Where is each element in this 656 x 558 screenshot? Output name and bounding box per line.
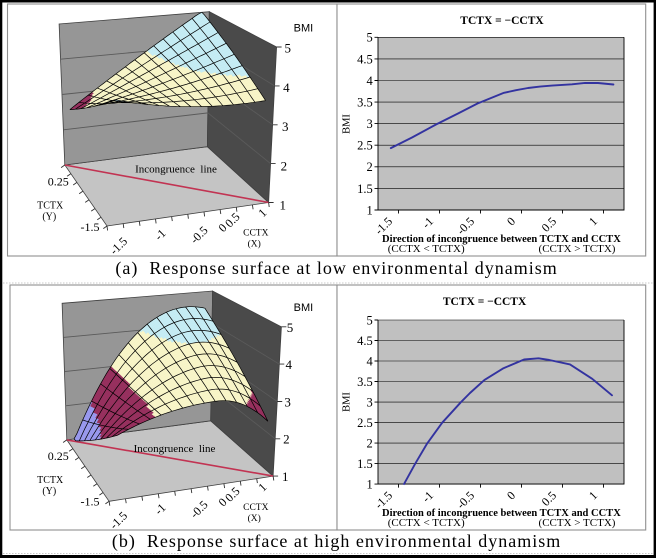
svg-text:BMI: BMI — [342, 114, 353, 134]
svg-text:1: 1 — [279, 198, 286, 213]
svg-text:BMI: BMI — [294, 22, 314, 34]
svg-text:(a) Response surface at low e: (a) Response surface at low environmenta… — [115, 258, 557, 279]
svg-text:4.5: 4.5 — [357, 334, 373, 348]
svg-text:TCTX = −CCTX: TCTX = −CCTX — [460, 15, 544, 27]
svg-text:4: 4 — [366, 354, 373, 368]
svg-text:-1.5: -1.5 — [81, 220, 100, 234]
svg-text:(CCTX > TCTX): (CCTX > TCTX) — [539, 517, 616, 529]
svg-text:(CCTX < TCTX): (CCTX < TCTX) — [388, 517, 465, 529]
svg-text:(X): (X) — [248, 513, 261, 524]
svg-text:(Y): (Y) — [42, 486, 56, 497]
svg-text:CCTX: CCTX — [243, 228, 268, 238]
svg-text:-1.5: -1.5 — [81, 494, 100, 508]
svg-text:3: 3 — [282, 119, 289, 134]
svg-text:2: 2 — [366, 436, 372, 450]
svg-text:1: 1 — [366, 203, 372, 217]
svg-text:BMI: BMI — [294, 302, 314, 314]
svg-text:2: 2 — [366, 160, 372, 174]
svg-text:2.5: 2.5 — [357, 139, 373, 153]
svg-text:Direction of incongruence betw: Direction of incongruence between TCTX a… — [382, 234, 621, 245]
svg-text:2: 2 — [283, 432, 290, 447]
svg-text:Incongruence line: Incongruence line — [135, 164, 217, 176]
svg-text:1.5: 1.5 — [357, 182, 373, 196]
svg-text:4.5: 4.5 — [357, 52, 373, 66]
svg-text:BMI: BMI — [342, 392, 353, 412]
svg-text:4: 4 — [283, 80, 290, 95]
svg-text:0.25: 0.25 — [48, 175, 69, 189]
svg-text:1.5: 1.5 — [357, 457, 373, 471]
svg-text:(Y): (Y) — [42, 212, 56, 223]
svg-text:2: 2 — [281, 158, 288, 173]
svg-text:(X): (X) — [248, 238, 261, 249]
svg-text:CCTX: CCTX — [243, 503, 268, 513]
svg-text:0.25: 0.25 — [48, 449, 69, 463]
svg-text:1: 1 — [282, 469, 289, 484]
svg-text:5: 5 — [366, 31, 372, 45]
svg-text:Incongruence line: Incongruence line — [134, 443, 216, 455]
svg-text:4: 4 — [286, 357, 293, 372]
svg-text:TCTX = −CCTX: TCTX = −CCTX — [443, 296, 527, 308]
svg-text:(CCTX > TCTX): (CCTX > TCTX) — [539, 243, 616, 255]
svg-text:5: 5 — [287, 320, 294, 335]
svg-text:3: 3 — [284, 394, 291, 409]
svg-text:TCTX: TCTX — [37, 201, 64, 212]
svg-text:TCTX: TCTX — [37, 475, 64, 486]
svg-text:5: 5 — [366, 313, 372, 327]
svg-text:3: 3 — [366, 395, 372, 409]
svg-text:(CCTX < TCTX): (CCTX < TCTX) — [388, 243, 465, 255]
svg-text:1: 1 — [366, 478, 372, 492]
svg-text:(b) Response surface at high: (b) Response surface at high environment… — [112, 531, 561, 552]
svg-text:3: 3 — [366, 117, 372, 131]
svg-text:5: 5 — [284, 41, 291, 56]
svg-text:3.5: 3.5 — [357, 95, 373, 109]
svg-text:3.5: 3.5 — [357, 375, 373, 389]
svg-text:Direction of incongruence betw: Direction of incongruence between TCTX a… — [382, 508, 621, 519]
svg-text:4: 4 — [366, 74, 373, 88]
svg-text:2.5: 2.5 — [357, 416, 373, 430]
